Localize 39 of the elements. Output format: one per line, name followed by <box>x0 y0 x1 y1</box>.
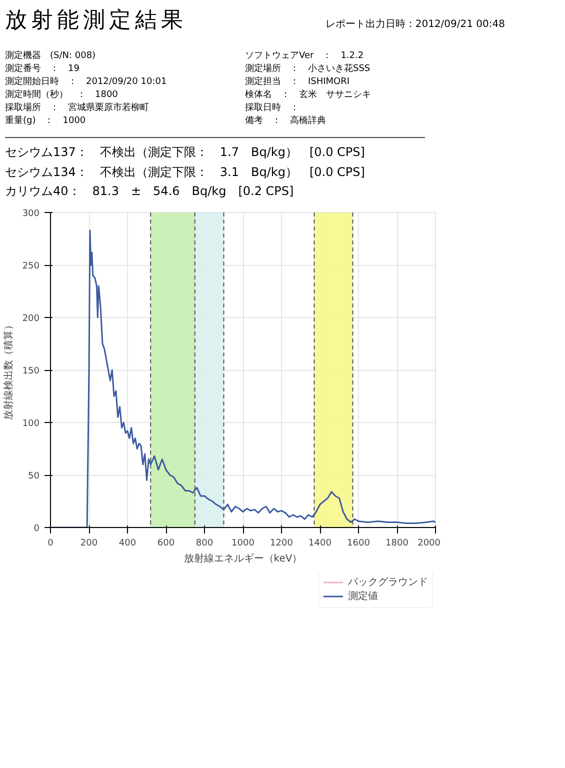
chart-title: 放射能測定結果 <box>5 7 187 35</box>
legend-label: 測定値 <box>348 590 378 603</box>
text: 検体名 ： 玄米 ササニシキ <box>245 88 372 102</box>
x-axis-title: 放射線エネルギー（keV） <box>184 552 302 564</box>
y-tick-label: 150 <box>22 366 40 376</box>
y-tick-label: 0 <box>34 524 40 534</box>
legend-label: バックグラウンド <box>348 576 428 589</box>
text: 採取場所 ： 宮城県栗原市若柳町 <box>5 102 150 115</box>
y-tick-label: 100 <box>22 418 40 429</box>
text: 重量(g) ： 1000 <box>5 114 87 128</box>
x-tick-label: 1400 <box>308 538 332 548</box>
x-tick-label: 800 <box>196 538 214 548</box>
x-tick-label: 600 <box>157 538 175 548</box>
y-tick-label: 50 <box>28 471 40 482</box>
chart-subtitle: レポート出力日時：2012/09/21 00:48 <box>325 18 505 32</box>
text: 測定時間（秒） ： 1800 <box>5 88 119 102</box>
text: 備考 ： 高橋詳典 <box>245 114 327 128</box>
x-tick-label: 2000 <box>418 538 441 548</box>
text: 測定場所 ： 小さいき花SSS <box>245 63 372 76</box>
text: 測定担当 ： ISHIMORI <box>245 76 351 89</box>
x-tick-label: 1000 <box>232 538 255 548</box>
x-tick-label: 400 <box>118 538 136 548</box>
text: 測定番号 ： 19 <box>5 63 80 76</box>
y-tick-label: 250 <box>22 261 40 272</box>
text: セシウム134： 不検出（測定下限： 3.1 Bq/kg） [0.0 CPS] <box>5 164 366 181</box>
x-tick-label: 1600 <box>347 538 370 548</box>
y-tick-label: 200 <box>22 314 40 324</box>
text: 測定機器 (S/N: 008) <box>5 50 97 64</box>
text: カリウム40： 81.3 ± 54.6 Bq/kg [0.2 CPS] <box>5 182 295 200</box>
x-tick-label: 0 <box>48 538 54 548</box>
x-tick-label: 200 <box>80 538 98 548</box>
y-tick-label: 300 <box>22 208 40 219</box>
x-tick-label: 1800 <box>386 538 409 548</box>
y-axis-title: 放射線検出数（積算） <box>2 320 14 420</box>
text: ソフトウェアVer ： 1.2.2 <box>245 50 365 64</box>
text: 採取日時 ： <box>245 102 300 115</box>
text: 測定開始日時 ： 2012/09/20 10:01 <box>5 76 168 89</box>
text: セシウム137： 不検出（測定下限： 1.7 Bq/kg） [0.0 CPS] <box>5 144 366 162</box>
x-tick-label: 1200 <box>270 538 294 548</box>
